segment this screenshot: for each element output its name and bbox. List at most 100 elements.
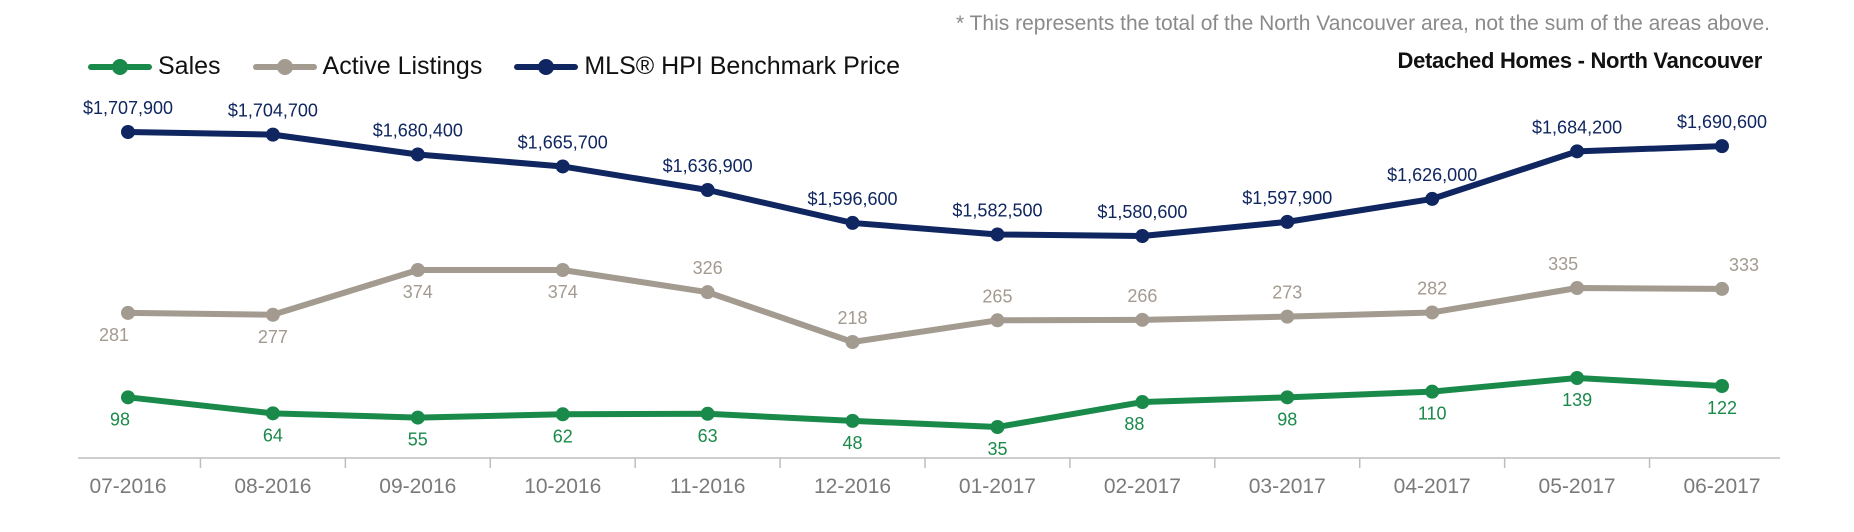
data-label: 98 (1277, 409, 1297, 429)
data-label: $1,636,900 (663, 156, 753, 176)
x-tick-label: 03-2017 (1249, 475, 1326, 498)
data-point (700, 285, 715, 300)
data-label: $1,680,400 (373, 120, 463, 140)
data-label: 333 (1729, 255, 1759, 275)
data-label: $1,690,600 (1677, 112, 1767, 132)
legend-label-active-listings: Active Listings (322, 52, 483, 80)
data-point (990, 227, 1005, 242)
x-tick-label: 02-2017 (1104, 475, 1181, 498)
legend-item-active-listings[interactable]: Active Listings (252, 52, 483, 81)
data-point (990, 313, 1005, 328)
data-label: 139 (1562, 390, 1592, 410)
data-point (265, 127, 280, 142)
data-label: 35 (987, 439, 1007, 459)
data-label: 326 (693, 258, 723, 278)
data-label: 48 (843, 433, 863, 453)
data-point (555, 407, 570, 422)
data-point (1715, 379, 1729, 394)
data-label: 335 (1548, 254, 1578, 274)
data-point (1570, 281, 1585, 295)
data-label: 98 (110, 409, 130, 429)
data-point (265, 307, 280, 322)
data-point (410, 263, 425, 277)
data-point (1280, 214, 1295, 229)
data-point (845, 413, 860, 428)
data-label: 282 (1417, 278, 1447, 298)
data-point (555, 263, 570, 277)
data-point (1135, 229, 1150, 243)
data-label: 63 (698, 426, 718, 446)
data-label: 55 (408, 430, 428, 450)
legend-swatch-benchmark-price (514, 58, 579, 75)
legend-item-sales[interactable]: Sales (88, 52, 221, 81)
legend-swatch-active-listings (252, 58, 317, 75)
data-point (555, 159, 570, 174)
data-point (1715, 139, 1729, 154)
data-point (1425, 305, 1440, 320)
data-point (1135, 312, 1150, 327)
data-label: 273 (1272, 283, 1302, 303)
data-point (121, 390, 135, 405)
data-label: $1,626,000 (1387, 165, 1477, 185)
data-label: $1,580,600 (1097, 202, 1187, 222)
data-label: 281 (99, 325, 129, 345)
data-point (700, 406, 715, 421)
data-label: 110 (1418, 404, 1447, 424)
data-point (1425, 384, 1440, 399)
data-label: $1,707,900 (83, 98, 173, 118)
x-tick-label: 08-2016 (234, 475, 311, 498)
data-point (1280, 309, 1295, 324)
data-point (700, 183, 715, 198)
data-point (1570, 371, 1585, 385)
data-point (410, 410, 425, 425)
data-point (990, 420, 1005, 434)
data-point (1135, 395, 1150, 410)
data-point (1715, 281, 1729, 296)
data-label: 374 (403, 282, 433, 302)
x-tick-label: 06-2017 (1683, 475, 1760, 498)
data-label: $1,596,600 (807, 189, 897, 209)
data-point (121, 305, 135, 320)
data-point (845, 215, 860, 230)
chart-footnote: * This represents the total of the North… (955, 12, 1770, 35)
data-point (845, 335, 860, 349)
data-point (1570, 144, 1585, 159)
data-label: $1,684,200 (1532, 117, 1622, 137)
data-label: 122 (1707, 398, 1737, 418)
x-tick-label: 01-2017 (959, 475, 1036, 498)
legend-item-benchmark-price[interactable]: MLS® HPI Benchmark Price (514, 52, 900, 81)
x-tick-label: 11-2016 (670, 475, 746, 498)
data-label: 62 (553, 426, 573, 446)
data-label: 265 (982, 286, 1012, 306)
data-label: 374 (548, 282, 578, 302)
x-tick-label: 10-2016 (524, 475, 601, 498)
data-label: 88 (1124, 414, 1144, 434)
legend-swatch-sales (88, 58, 152, 75)
data-point (1425, 191, 1440, 206)
chart-subtitle: Detached Homes - North Vancouver (1397, 48, 1763, 73)
data-point (410, 147, 425, 162)
data-point (121, 125, 135, 139)
series-line-0 (125, 375, 1725, 430)
data-label: 277 (258, 327, 288, 347)
x-tick-label: 04-2017 (1394, 475, 1471, 498)
data-label: 218 (838, 308, 868, 328)
data-label: $1,582,500 (952, 200, 1042, 220)
x-tick-label: 12-2016 (814, 475, 891, 498)
data-point (1280, 390, 1295, 405)
data-label: $1,704,700 (228, 101, 318, 121)
legend-label-sales: Sales (158, 52, 221, 80)
series-line-2 (125, 129, 1725, 239)
x-tick-label: 09-2016 (379, 475, 456, 498)
series-line-1 (125, 267, 1725, 345)
data-label: $1,665,700 (518, 132, 608, 152)
x-tick-label: 07-2016 (89, 475, 166, 498)
legend-label-benchmark-price: MLS® HPI Benchmark Price (584, 52, 901, 80)
data-label: 266 (1127, 286, 1157, 306)
data-label: 64 (263, 425, 283, 445)
chart-legend: Sales Active Listings MLS® HPI Benchmark… (88, 52, 932, 81)
data-point (265, 406, 280, 421)
data-label: $1,597,900 (1242, 188, 1332, 208)
x-tick-label: 05-2017 (1539, 475, 1616, 498)
